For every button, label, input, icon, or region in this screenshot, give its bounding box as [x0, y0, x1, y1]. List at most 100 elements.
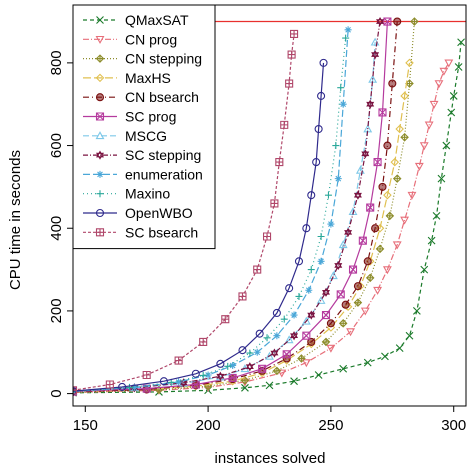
data-point [405, 58, 414, 68]
legend-entry: SC stepping [83, 147, 201, 163]
data-point [105, 380, 114, 389]
data-point [328, 271, 338, 280]
data-point [400, 133, 409, 142]
data-point [410, 17, 419, 26]
data-point [457, 38, 465, 47]
data-point [255, 329, 264, 338]
legend-entry: OpenWBO [83, 205, 193, 221]
legend-entry: SC prog [83, 109, 176, 125]
data-point [321, 311, 331, 320]
x-tick-label: 300 [441, 417, 466, 434]
data-point [301, 359, 311, 368]
data-point [439, 67, 449, 76]
data-point [344, 26, 352, 34]
series-line [73, 21, 381, 392]
data-point [280, 120, 289, 129]
data-point [419, 142, 429, 151]
data-point [275, 158, 284, 167]
data-point [395, 344, 404, 353]
data-point [273, 332, 281, 340]
data-point [378, 182, 387, 191]
data-point [373, 158, 382, 167]
legend-entry: MSCG [83, 128, 167, 144]
data-point [199, 337, 208, 346]
data-point [314, 371, 323, 379]
series-10 [73, 58, 328, 396]
data-point [400, 91, 409, 101]
legend-marker [95, 93, 105, 102]
legend-label: OpenWBO [125, 205, 193, 221]
x-tick-label: 150 [73, 417, 98, 434]
data-point [174, 356, 183, 365]
plot-area [73, 16, 466, 397]
legend-entry: CN bsearch [83, 89, 199, 105]
data-point [199, 371, 207, 379]
data-point [290, 331, 299, 341]
series-line [73, 42, 462, 394]
data-point [290, 29, 299, 38]
data-point [272, 308, 281, 318]
data-point [383, 141, 392, 150]
data-point [307, 310, 316, 320]
series-line [73, 21, 415, 393]
series-line [73, 62, 450, 393]
data-point [204, 371, 212, 379]
legend-entry: SC bsearch [83, 224, 198, 240]
data-point [392, 241, 402, 250]
data-point [321, 287, 330, 297]
data-point [262, 232, 272, 241]
data-point [442, 141, 451, 150]
legend-box [72, 4, 216, 250]
data-point [342, 34, 350, 42]
data-point [302, 331, 311, 340]
data-point [277, 369, 287, 378]
y-tick-label: 600 [48, 133, 65, 158]
data-point [263, 334, 271, 342]
series-line [73, 42, 376, 392]
legend-entry: MaxHS [83, 70, 171, 86]
data-point [353, 282, 362, 291]
data-point [282, 350, 291, 359]
legend-label: CN stepping [125, 51, 202, 67]
data-point [301, 316, 311, 325]
data-point [405, 331, 414, 340]
data-point [444, 59, 454, 68]
data-point [326, 344, 336, 353]
data-point [332, 142, 340, 150]
data-point [321, 337, 331, 347]
legend-label: SC stepping [125, 147, 201, 163]
data-point [407, 191, 417, 200]
data-point [341, 300, 350, 309]
data-point [317, 233, 325, 241]
data-point [295, 292, 303, 300]
y-tick-label: 400 [48, 216, 65, 241]
data-point [334, 260, 343, 271]
data-point [241, 383, 249, 392]
data-point [353, 190, 362, 200]
data-point [319, 58, 328, 67]
legend-label: QMaxSAT [125, 12, 189, 28]
data-point [420, 265, 429, 274]
data-point [224, 362, 232, 370]
data-point [373, 286, 383, 295]
data-point [317, 257, 325, 265]
data-point [383, 190, 392, 200]
data-point [366, 203, 375, 212]
x-axis-title: instances solved [215, 450, 326, 467]
data-point [238, 346, 247, 355]
series-11 [73, 29, 299, 395]
data-point [393, 17, 402, 26]
data-point [378, 108, 387, 117]
y-tick-label: 800 [48, 50, 65, 75]
data-point [355, 165, 365, 174]
legend-label: SC bsearch [125, 224, 198, 240]
legend-marker [96, 170, 104, 178]
data-point [238, 292, 247, 301]
data-point [449, 92, 458, 100]
data-point [429, 100, 439, 109]
data-point [344, 227, 353, 237]
data-point [324, 191, 332, 199]
legend: QMaxSAT CN prog CN stepping MaxHS CN bsearch… [72, 4, 216, 250]
data-point [360, 307, 370, 316]
